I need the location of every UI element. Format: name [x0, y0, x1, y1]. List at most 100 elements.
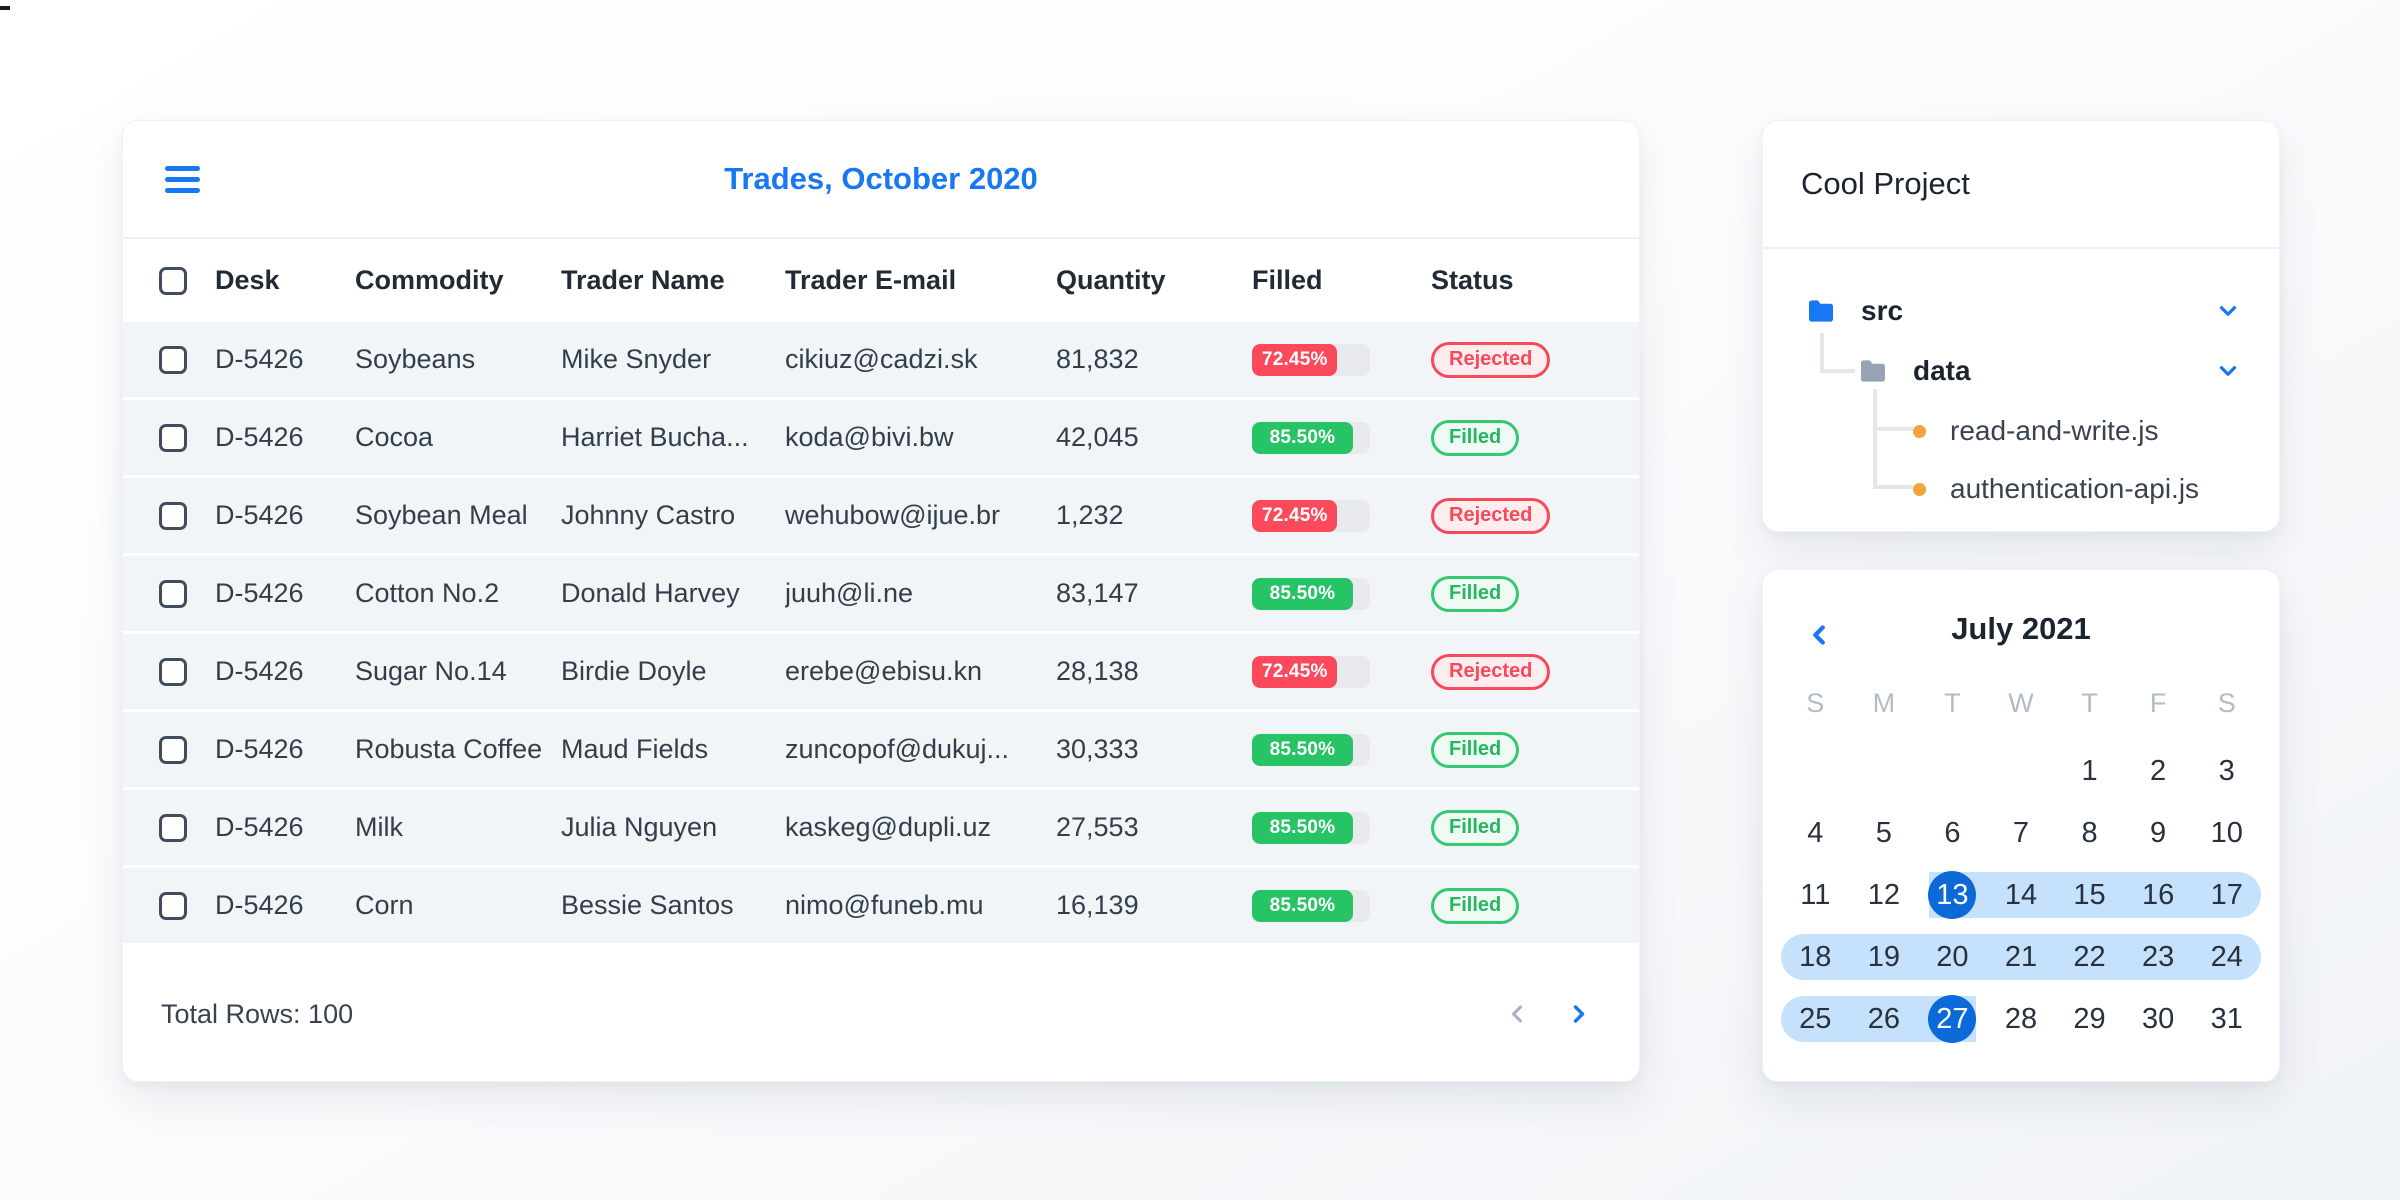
tree-item-file[interactable]: read-and-write.js [1763, 407, 2279, 455]
calendar-day-number: 28 [2004, 1002, 2038, 1035]
calendar-day-number: 15 [2073, 878, 2106, 911]
calendar-day[interactable]: 11 [1781, 871, 1850, 919]
calendar-day[interactable]: 27 [1918, 995, 1987, 1043]
calendar-day[interactable]: 25 [1781, 995, 1850, 1043]
calendar-day[interactable]: 5 [1850, 809, 1919, 857]
folder-label-src: src [1861, 295, 1904, 326]
corner-artifact [0, 6, 10, 10]
filled-progress-bar: 85.50% [1252, 733, 1370, 766]
menu-button[interactable] [161, 162, 204, 197]
calendar-day[interactable]: 13 [1918, 871, 1987, 919]
calendar-day[interactable]: 21 [1987, 933, 2056, 981]
calendar-day-number: 12 [1867, 878, 1900, 911]
calendar-day-number: 24 [2210, 940, 2243, 973]
progress-fill: 85.50% [1252, 889, 1353, 922]
progress-label: 85.50% [1269, 738, 1336, 760]
trades-header: Trades, October 2020 [123, 121, 1639, 239]
quantity-cell: 81,832 [1056, 344, 1139, 374]
calendar-day[interactable]: 2 [2124, 747, 2193, 795]
dot-icon [1913, 424, 1926, 438]
select-all-checkbox[interactable] [159, 266, 187, 295]
tree-item-file[interactable]: authentication-api.js [1763, 465, 2279, 513]
calendar-day-letter: S [1806, 687, 1825, 718]
calendar-day[interactable]: 22 [2055, 933, 2124, 981]
calendar-day[interactable]: 15 [2055, 871, 2124, 919]
progress-label: 72.45% [1261, 348, 1328, 370]
next-page-button[interactable] [1559, 994, 1599, 1034]
calendar-day[interactable]: 10 [2192, 809, 2261, 857]
total-rows-label: Total Rows: 100 [161, 998, 354, 1029]
calendar-day-number [1860, 747, 1908, 795]
row-checkbox[interactable] [159, 813, 187, 842]
table-header-row: Desk Commodity Trader Name Trader E-mail… [123, 239, 1639, 322]
calendar-day-number: 13 [1928, 871, 1977, 919]
calendar-day[interactable]: 12 [1850, 871, 1919, 919]
row-checkbox[interactable] [159, 423, 187, 452]
status-badge: Rejected [1431, 497, 1551, 534]
calendar-day[interactable]: 16 [2124, 871, 2193, 919]
folder-icon [1861, 360, 1885, 382]
calendar-day-number [1791, 747, 1839, 795]
calendar-day-number: 14 [2004, 878, 2038, 911]
calendar-day-number: 20 [1936, 940, 1969, 973]
calendar-day-number: 19 [1867, 940, 1900, 973]
row-checkbox[interactable] [159, 735, 187, 764]
calendar-week-row: 1 2 3 [1781, 740, 2261, 802]
row-checkbox[interactable] [159, 579, 187, 608]
calendar-day[interactable]: 29 [2055, 995, 2124, 1043]
calendar-day-letter: M [1872, 687, 1896, 718]
calendar-day[interactable]: 18 [1781, 933, 1850, 981]
calendar-day[interactable]: 30 [2124, 995, 2193, 1043]
calendar-day[interactable]: 3 [2192, 747, 2261, 795]
table-row[interactable]: D-5426 Robusta Coffee Maud Fields zuncop… [123, 712, 1639, 790]
calendar-day[interactable]: 19 [1850, 933, 1919, 981]
trader-name-cell: Julia Nguyen [561, 812, 718, 842]
desk-cell: D-5426 [215, 500, 304, 530]
calendar-day[interactable]: 7 [1987, 809, 2056, 857]
filled-progress-bar: 72.45% [1252, 655, 1370, 688]
calendar-day[interactable]: 9 [2124, 809, 2193, 857]
calendar-day[interactable]: 31 [2192, 995, 2261, 1043]
row-checkbox[interactable] [159, 345, 187, 374]
calendar-day[interactable]: 6 [1918, 809, 1987, 857]
row-checkbox[interactable] [159, 891, 187, 920]
calendar-day-letter: T [1944, 687, 1961, 718]
calendar-day[interactable]: 23 [2124, 933, 2193, 981]
calendar-day[interactable]: 17 [2192, 871, 2261, 919]
row-checkbox[interactable] [159, 501, 187, 530]
calendar-day[interactable]: 24 [2192, 933, 2261, 981]
calendar-day-letter: S [2217, 687, 2236, 718]
prev-page-button[interactable] [1497, 994, 1537, 1034]
calendar-day[interactable]: 14 [1987, 871, 2056, 919]
calendar-title: July 2021 [1951, 611, 2091, 646]
calendar-day-empty [1781, 747, 1850, 795]
calendar-day[interactable]: 8 [2055, 809, 2124, 857]
commodity-cell: Cocoa [355, 422, 434, 452]
calendar-day[interactable]: 4 [1781, 809, 1850, 857]
tree-item-src[interactable]: src [1763, 287, 2279, 335]
commodity-cell: Milk [355, 812, 403, 842]
table-row[interactable]: D-5426 Sugar No.14 Birdie Doyle erebe@eb… [123, 634, 1639, 712]
chevron-down-icon[interactable] [2215, 358, 2241, 384]
calendar-day[interactable]: 20 [1918, 933, 1987, 981]
calendar-day-number: 22 [2073, 940, 2106, 973]
tree-item-data[interactable]: data [1763, 347, 2279, 395]
column-header-status: Status [1431, 265, 1514, 295]
chevron-down-icon[interactable] [2215, 298, 2241, 324]
calendar-day[interactable]: 26 [1850, 995, 1919, 1043]
table-row[interactable]: D-5426 Cocoa Harriet Bucha... koda@bivi.… [123, 400, 1639, 478]
table-row[interactable]: D-5426 Soybeans Mike Snyder cikiuz@cadzi… [123, 322, 1639, 400]
trader-email-cell: kaskeg@dupli.uz [785, 812, 992, 842]
table-row[interactable]: D-5426 Cotton No.2 Donald Harvey juuh@li… [123, 556, 1639, 634]
calendar-day[interactable]: 1 [2055, 747, 2124, 795]
calendar-day[interactable]: 28 [1987, 995, 2056, 1043]
table-row[interactable]: D-5426 Milk Julia Nguyen kaskeg@dupli.uz… [123, 790, 1639, 868]
table-row[interactable]: D-5426 Soybean Meal Johnny Castro wehubo… [123, 478, 1639, 556]
file-label: read-and-write.js [1950, 415, 2159, 446]
table-row[interactable]: D-5426 Corn Bessie Santos nimo@funeb.mu … [123, 868, 1639, 946]
calendar-prev-month-button[interactable] [1803, 620, 1835, 652]
file-label: authentication-api.js [1950, 473, 2200, 504]
row-checkbox[interactable] [159, 657, 187, 686]
commodity-cell: Corn [355, 890, 414, 920]
